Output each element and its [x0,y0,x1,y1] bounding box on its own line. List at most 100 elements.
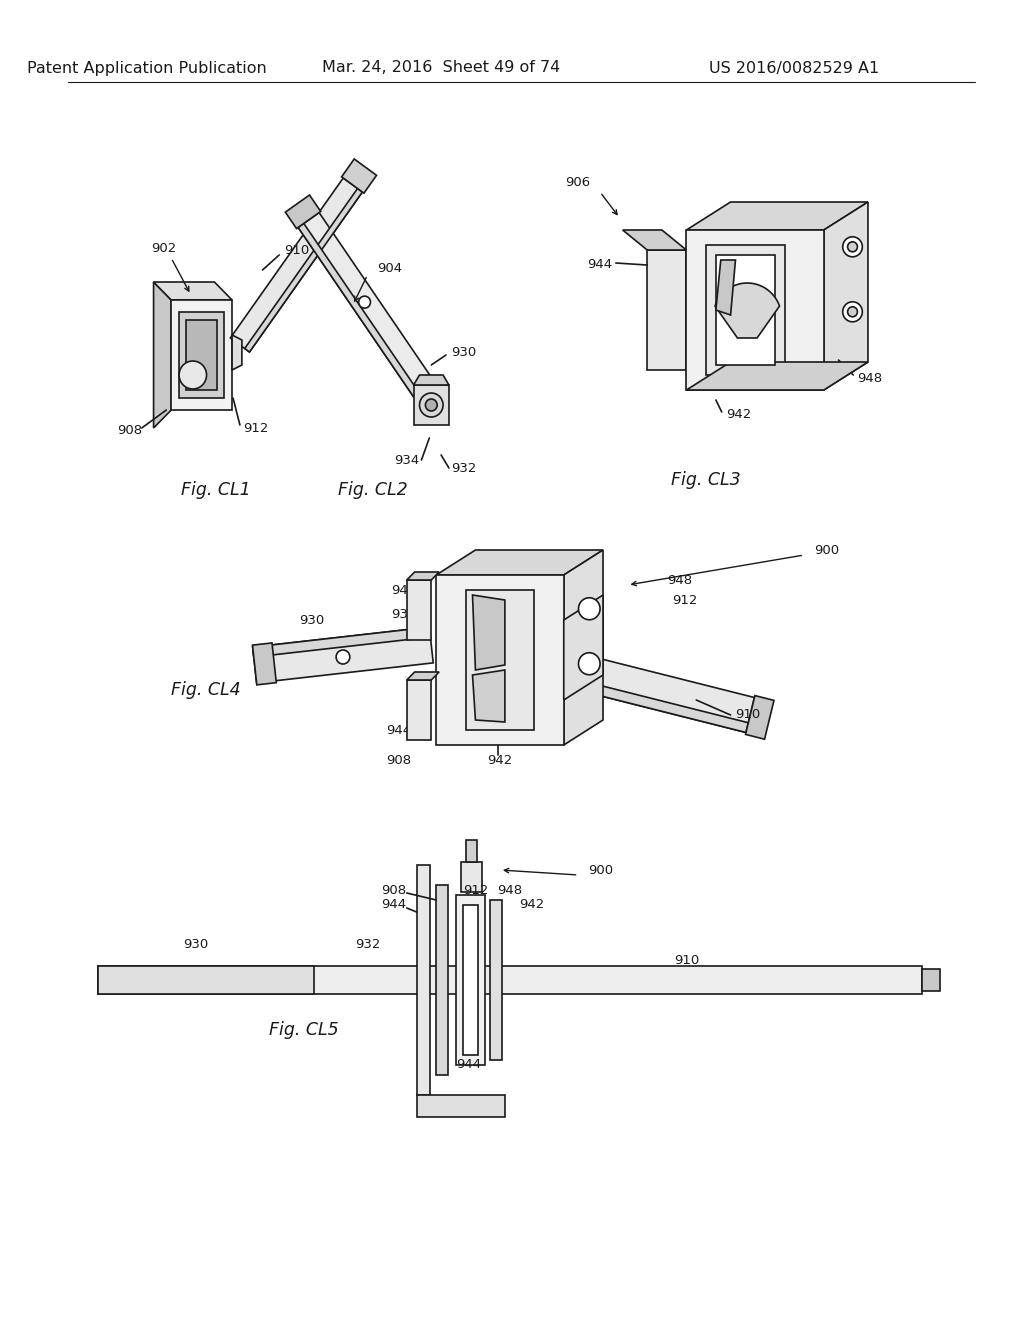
Polygon shape [298,223,426,408]
Bar [461,862,482,892]
Polygon shape [564,595,603,700]
Bar [466,840,477,862]
Text: 932: 932 [451,462,476,474]
Bar [490,900,502,1060]
Bar [97,966,313,994]
Circle shape [579,598,600,620]
Text: 910: 910 [674,953,699,966]
Text: 912: 912 [243,421,268,434]
Polygon shape [407,672,439,680]
Polygon shape [824,202,868,389]
Polygon shape [436,550,603,576]
Text: 912: 912 [672,594,697,606]
Polygon shape [407,572,439,579]
Polygon shape [715,282,779,338]
Text: Fig. CL2: Fig. CL2 [338,480,408,499]
Text: Patent Application Publication: Patent Application Publication [27,61,266,75]
Polygon shape [716,260,735,315]
Polygon shape [154,282,171,428]
Text: 944: 944 [456,1059,481,1072]
Text: Mar. 24, 2016  Sheet 49 of 74: Mar. 24, 2016 Sheet 49 of 74 [322,61,560,75]
Polygon shape [414,375,449,385]
Circle shape [425,399,437,411]
Polygon shape [686,202,868,230]
Text: 912: 912 [463,883,488,896]
Bar [97,966,922,994]
Polygon shape [567,652,755,733]
Text: Fig. CL1: Fig. CL1 [180,480,250,499]
Text: 930: 930 [451,346,476,359]
Text: US 2016/0082529 A1: US 2016/0082529 A1 [710,61,880,75]
Text: 932: 932 [391,609,417,622]
Polygon shape [171,300,232,411]
Polygon shape [472,671,505,722]
Text: 942: 942 [519,899,545,912]
Polygon shape [253,627,433,682]
Text: 904: 904 [377,261,402,275]
Text: Fig. CL5: Fig. CL5 [269,1020,339,1039]
Text: 932: 932 [354,939,380,952]
Text: 910: 910 [735,709,761,722]
Polygon shape [407,579,431,640]
Circle shape [336,649,350,664]
Text: 934: 934 [394,454,420,466]
Polygon shape [686,362,868,389]
Text: 900: 900 [814,544,839,557]
Text: 908: 908 [118,424,142,437]
Text: 908: 908 [382,883,407,896]
Polygon shape [298,213,441,408]
Text: 944: 944 [386,723,412,737]
Polygon shape [179,312,224,399]
Polygon shape [245,189,362,352]
Circle shape [843,236,862,257]
Polygon shape [623,230,686,249]
Polygon shape [686,230,824,389]
Polygon shape [154,282,232,300]
Circle shape [848,242,857,252]
Circle shape [420,393,443,417]
Polygon shape [567,677,749,733]
Polygon shape [186,319,217,389]
Polygon shape [253,627,430,657]
Text: 906: 906 [565,176,590,189]
Text: 930: 930 [299,614,324,627]
Polygon shape [436,576,564,744]
Text: 942: 942 [726,408,751,421]
Polygon shape [466,590,535,730]
Polygon shape [564,550,603,744]
Polygon shape [707,246,784,375]
Bar [463,906,478,1055]
Circle shape [358,296,371,308]
Polygon shape [647,249,686,370]
Polygon shape [407,680,431,741]
Bar [417,1096,505,1117]
Text: 944: 944 [587,259,612,272]
Bar [456,895,485,1065]
Polygon shape [342,158,377,193]
Text: Fig. CL3: Fig. CL3 [672,471,740,488]
Bar [922,969,940,991]
Text: Fig. CL4: Fig. CL4 [171,681,241,700]
Bar [436,884,447,1074]
Circle shape [843,302,862,322]
Polygon shape [414,385,449,425]
Text: 944: 944 [382,899,407,912]
Polygon shape [286,195,321,228]
Circle shape [179,360,207,389]
Text: 900: 900 [589,863,613,876]
Text: 948: 948 [857,371,883,384]
Text: 948: 948 [667,573,692,586]
Circle shape [579,653,600,675]
Text: 944: 944 [391,583,417,597]
Polygon shape [230,178,362,352]
Text: 910: 910 [284,243,309,256]
Polygon shape [232,335,242,370]
Text: 902: 902 [151,242,176,255]
Text: 908: 908 [436,589,462,602]
Polygon shape [745,696,774,739]
Polygon shape [253,643,276,685]
Text: 908: 908 [386,754,412,767]
Text: 930: 930 [183,939,209,952]
Polygon shape [716,255,775,366]
Text: 948: 948 [497,883,522,896]
